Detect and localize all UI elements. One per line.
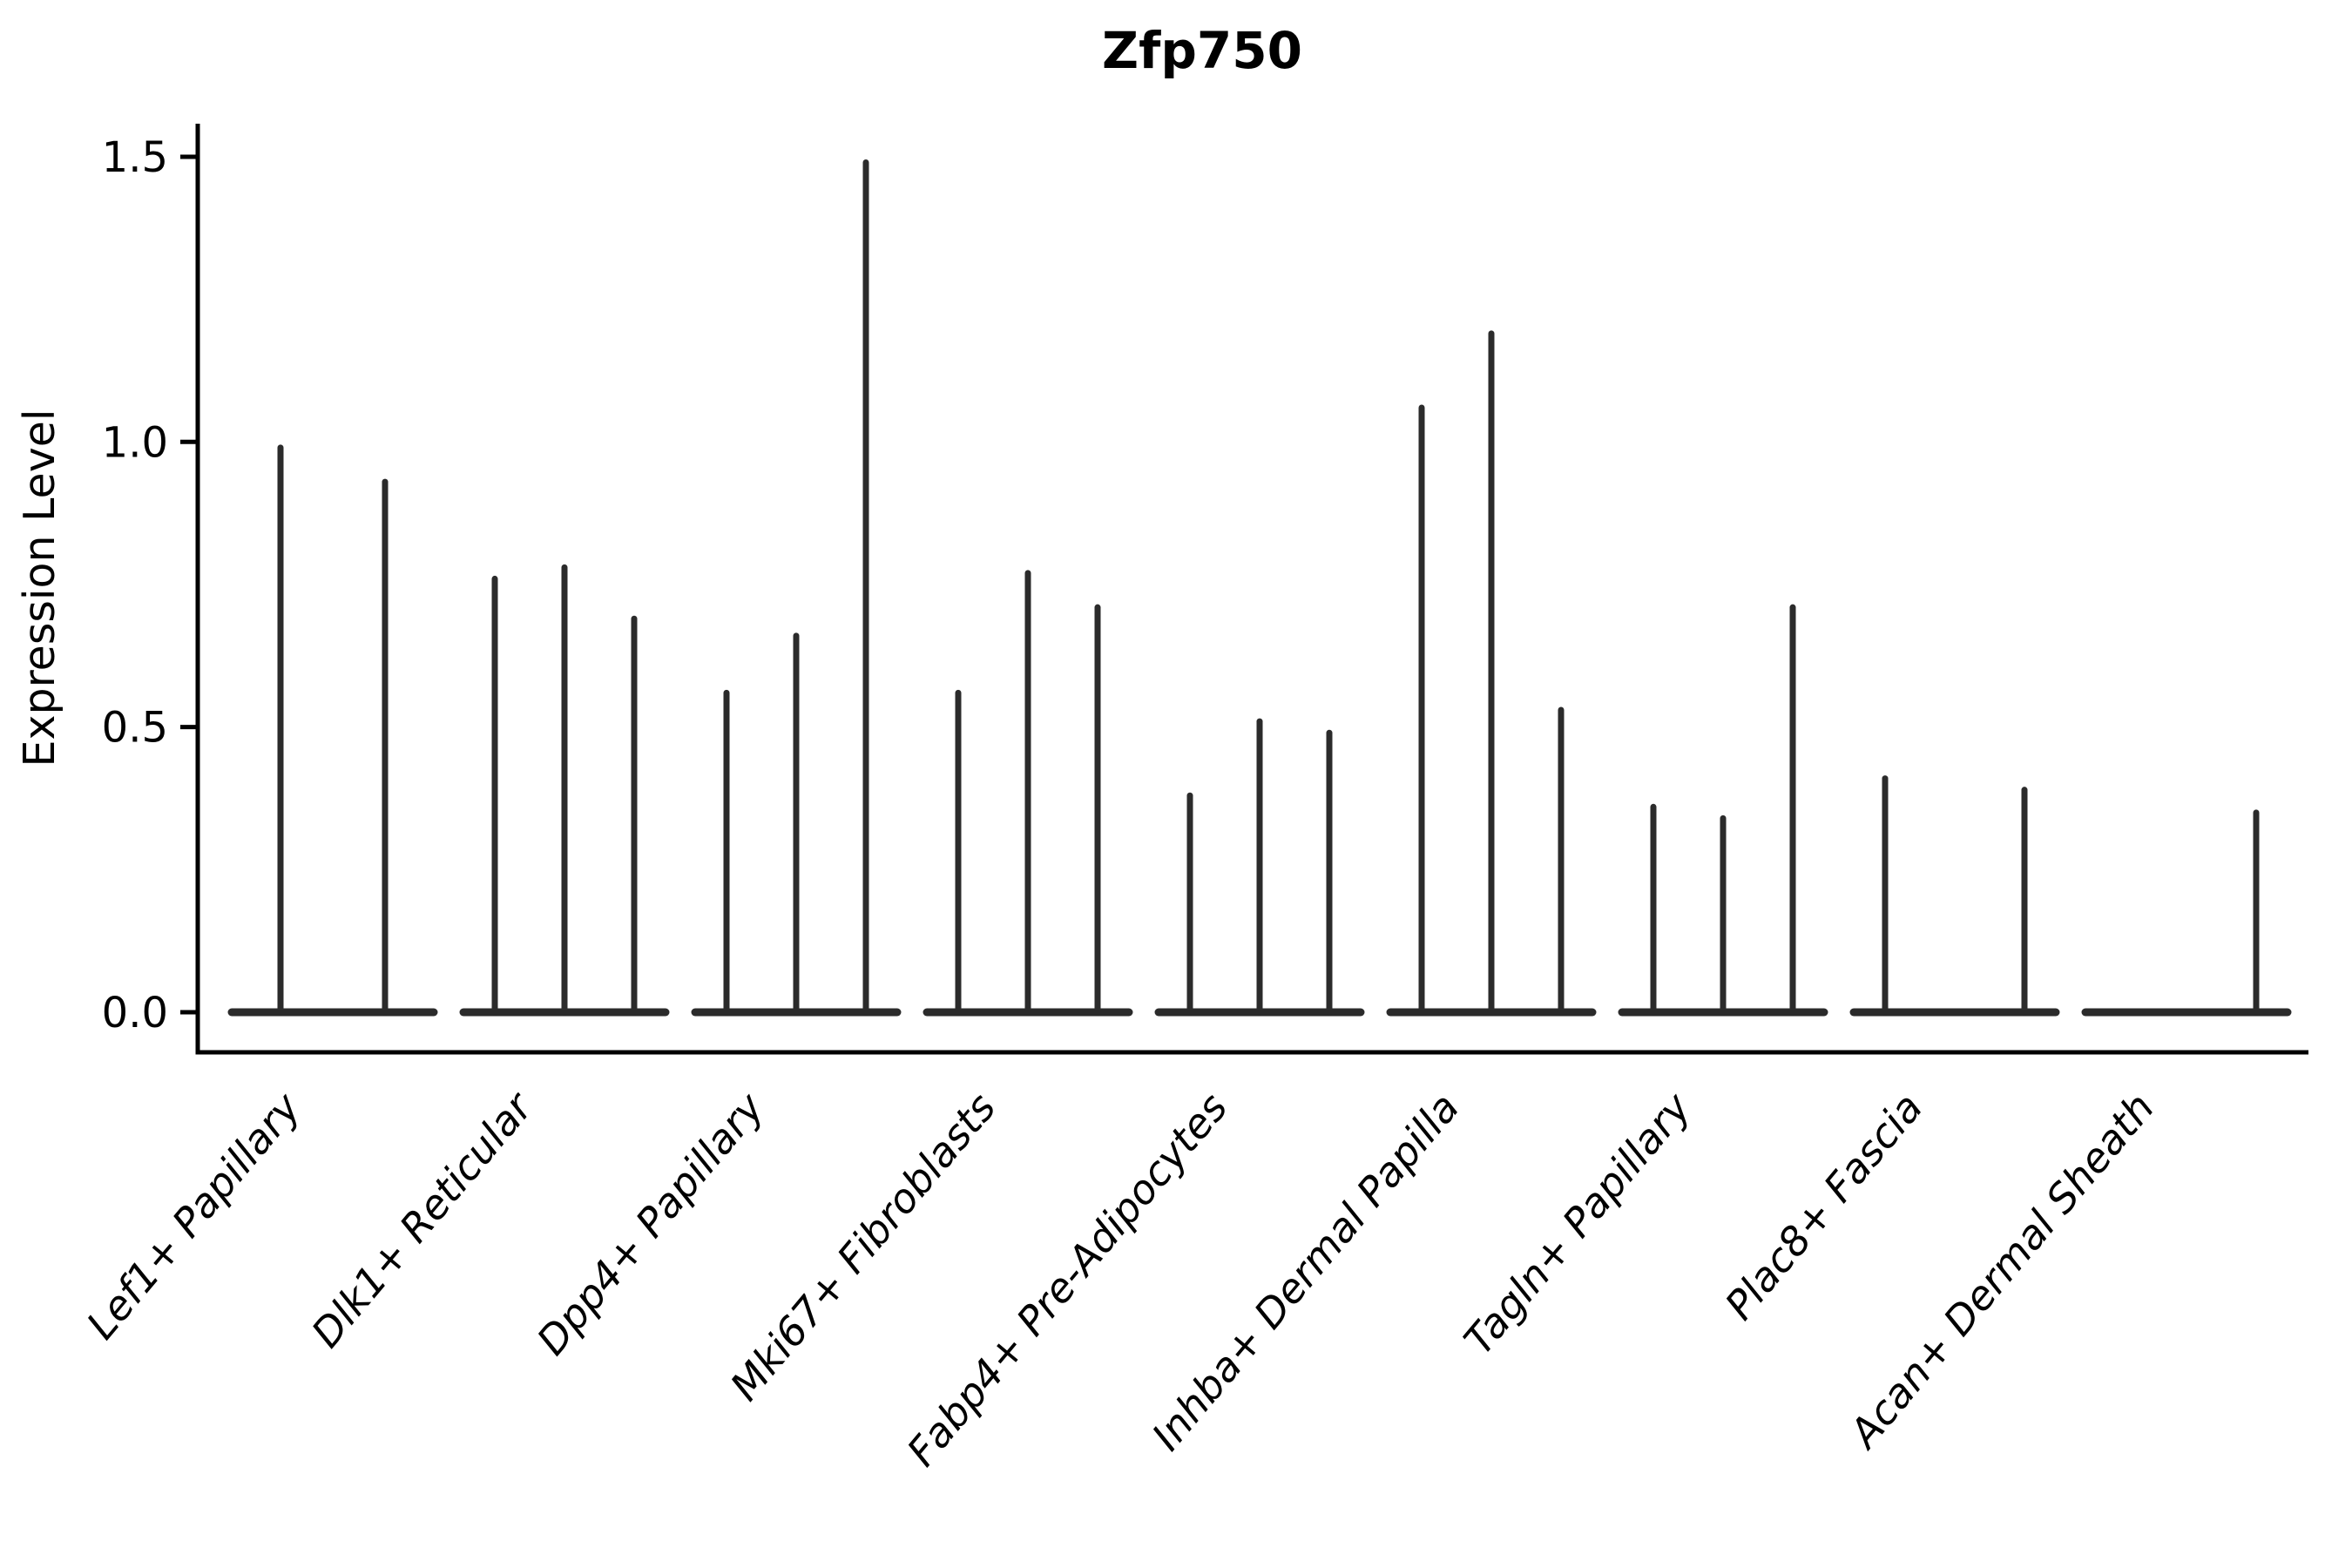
y-tick-label: 1.0 [102,418,168,467]
x-axis-category-label: Mki67+ Fibroblasts [721,1084,1005,1409]
violin-group [227,444,438,1017]
x-axis-category-label: Dpp4+ Papillary [528,1084,774,1364]
x-axis-category-label: Lef1+ Papillary [78,1084,310,1348]
violin-group [923,570,1133,1017]
violin-group [1849,775,2060,1017]
x-axis-category-label: Dlk1+ Reticular [302,1082,543,1356]
y-tick-label: 0.0 [102,989,168,1037]
y-tick-label: 1.5 [102,133,168,182]
violin-group [691,159,902,1017]
y-axis-label: Expression Level [15,409,64,767]
violins-layer [227,159,2292,1017]
axes-spines [195,124,2308,1055]
x-axis-category-label: Tagln+ Papillary [1455,1084,1700,1363]
violin-group [1618,604,1828,1017]
violin-group [459,564,670,1017]
x-axis-category-label: Plac8+ Fascia [1716,1084,1932,1328]
chart-title: Zfp750 [1102,21,1302,80]
y-axis-ticks: 0.0 0.5 1.0 1.5 [102,133,198,1037]
y-tick-label: 0.5 [102,704,168,753]
violin-group [1386,330,1597,1017]
violin-group [2081,809,2292,1017]
violin-group [1154,718,1365,1017]
